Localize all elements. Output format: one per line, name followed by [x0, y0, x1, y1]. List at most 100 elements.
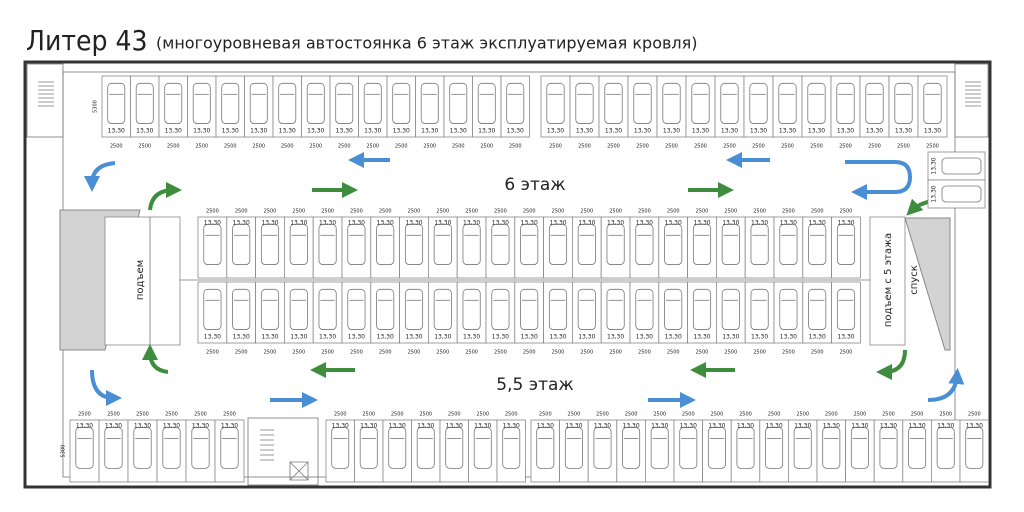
area-label: 13,30 — [204, 334, 221, 341]
car — [865, 82, 884, 124]
dimension-label: 2500 — [436, 209, 449, 215]
car — [318, 223, 337, 265]
car — [506, 82, 525, 124]
car — [388, 427, 407, 469]
car — [221, 82, 240, 124]
dimension-label: 2500 — [110, 144, 123, 150]
dimension-label: 2500 — [167, 144, 180, 150]
parking-spot — [197, 281, 228, 344]
parking-spot — [927, 151, 986, 181]
dimension-label: 2500 — [408, 209, 421, 215]
dimension-label: 2500 — [854, 412, 867, 418]
area-label: 13,30 — [108, 128, 125, 135]
car — [477, 82, 496, 124]
car — [104, 427, 123, 469]
parking-spot — [214, 419, 245, 483]
parking-spot — [370, 216, 400, 279]
dimension-label: 2500 — [868, 144, 881, 150]
parking-spot — [673, 419, 704, 483]
car — [923, 82, 942, 124]
car — [850, 427, 869, 469]
car — [965, 427, 984, 469]
dimension-label: 2500 — [724, 209, 737, 215]
car — [164, 82, 183, 124]
car — [822, 427, 841, 469]
area-label: 13,30 — [808, 128, 825, 135]
dimension-label: 2500 — [362, 412, 375, 418]
parking-spot — [341, 216, 372, 279]
car — [736, 427, 755, 469]
area-label: 13,30 — [780, 334, 797, 341]
area-label: 13,30 — [780, 220, 797, 227]
parking-spot — [427, 216, 458, 279]
dimension-label: 2500 — [724, 350, 737, 356]
parking-spot — [370, 281, 400, 344]
parking-spot — [801, 75, 832, 138]
parking-spot — [587, 419, 618, 483]
parking-spot — [185, 419, 216, 483]
car — [778, 82, 797, 124]
dimension-label: 2500 — [839, 144, 852, 150]
car — [793, 427, 812, 469]
area-label: 13,30 — [319, 220, 336, 227]
dimension-label: 2500 — [195, 144, 208, 150]
dimension-label: 2500 — [753, 350, 766, 356]
area-label: 13,30 — [931, 157, 938, 174]
parking-spot — [301, 75, 331, 138]
dimension-label: 2500 — [423, 144, 436, 150]
area-label: 13,30 — [233, 334, 250, 341]
dimension-label: 2500 — [523, 350, 536, 356]
area-label: 13,30 — [393, 128, 410, 135]
dimension-label: 2500 — [840, 350, 853, 356]
area-label: 13,30 — [463, 220, 480, 227]
parking-spot — [127, 419, 158, 483]
dimension-label: 2500 — [552, 350, 565, 356]
area-label: 13,30 — [737, 423, 754, 430]
dimension-label: 2500 — [625, 412, 638, 418]
car — [445, 427, 464, 469]
car — [635, 288, 654, 330]
area-label: 13,30 — [290, 220, 307, 227]
area-label: 13,30 — [222, 128, 239, 135]
car — [462, 223, 481, 265]
area-label: 13,30 — [636, 334, 653, 341]
area-label: 13,30 — [708, 423, 725, 430]
dimension-label: 2500 — [638, 350, 651, 356]
car — [404, 223, 424, 265]
area-label: 13,30 — [233, 220, 250, 227]
ramp-label: спуск — [909, 265, 920, 295]
dimension-label: 2500 — [235, 209, 248, 215]
car — [75, 427, 94, 469]
dimension-label: 2500 — [107, 412, 120, 418]
car — [376, 288, 395, 330]
area-label: 13,30 — [549, 334, 566, 341]
area-label: 13,30 — [136, 128, 153, 135]
dimension-label: 2500 — [781, 144, 794, 150]
parking-spot — [830, 75, 861, 138]
dimension-label: 2500 — [165, 412, 178, 418]
parking-spot — [559, 419, 589, 483]
area-label: 13,30 — [503, 423, 520, 430]
car — [162, 427, 181, 469]
area-label: 13,30 — [521, 220, 538, 227]
car — [721, 223, 740, 265]
dimension-label: 2500 — [452, 144, 465, 150]
area-label: 13,30 — [651, 423, 668, 430]
area-label: 13,30 — [319, 334, 336, 341]
dimension-label: 2500 — [723, 144, 736, 150]
car — [836, 288, 856, 330]
parking-spot — [645, 419, 675, 483]
parking-spot — [325, 419, 355, 483]
car — [135, 82, 154, 124]
parking-spot — [69, 419, 100, 483]
dimension-label: 2500 — [782, 350, 795, 356]
parking-spot — [500, 75, 530, 138]
area-label: 13,30 — [607, 220, 624, 227]
parking-spot — [600, 216, 631, 279]
dimension-label: 2500 — [206, 209, 219, 215]
car — [203, 288, 222, 330]
floor-label: 5,5 этаж — [496, 375, 573, 395]
area-label: 13,30 — [421, 128, 438, 135]
car — [908, 427, 927, 469]
parking-spot — [773, 216, 804, 279]
